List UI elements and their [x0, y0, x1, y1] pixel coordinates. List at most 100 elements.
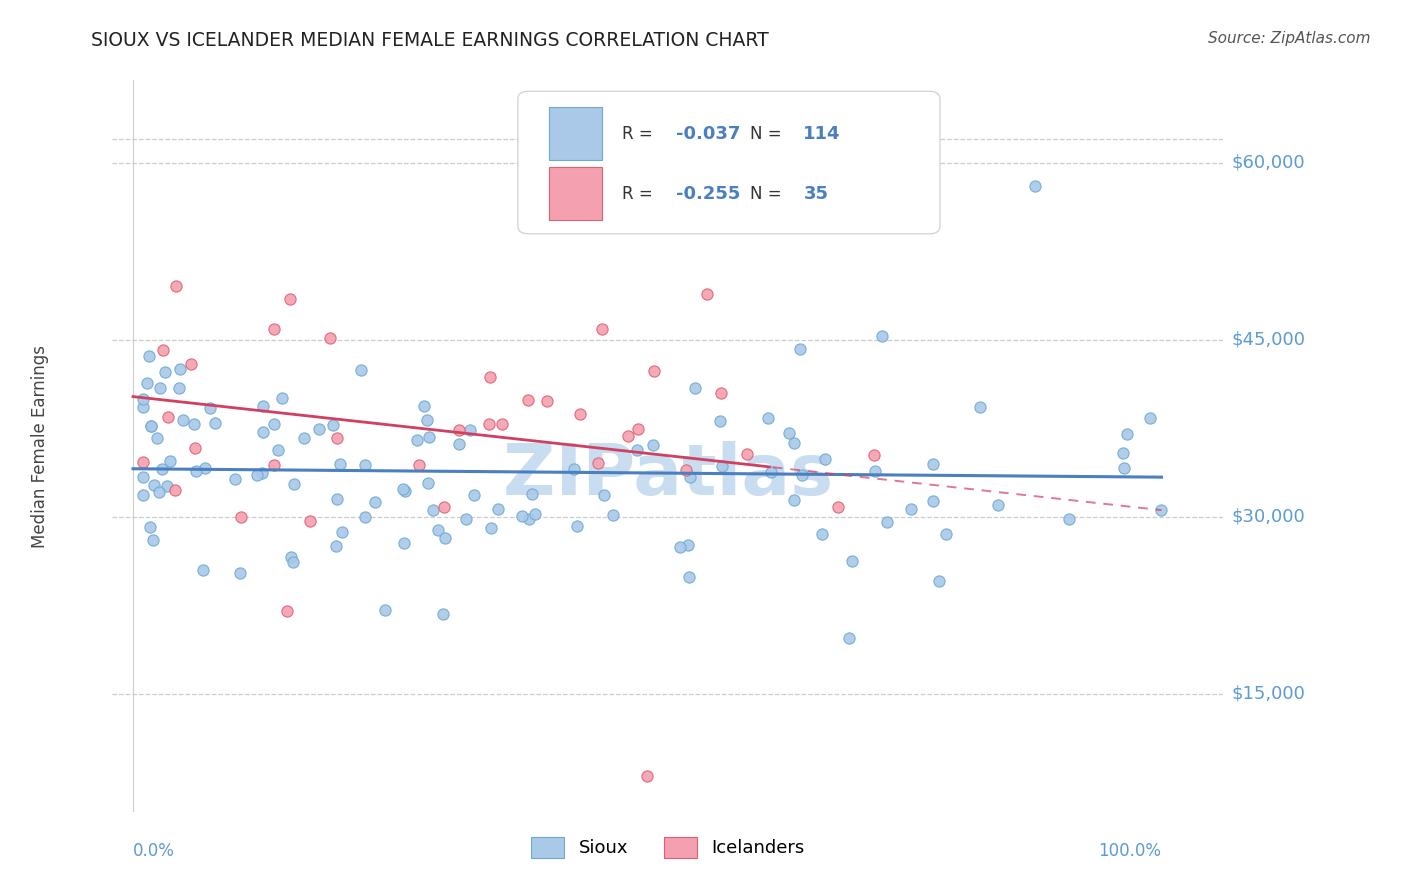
Point: [138, 349, 160, 363]
Point: [568, 407, 591, 421]
Point: [969, 401, 991, 415]
Point: [426, 523, 449, 537]
Point: [756, 410, 779, 425]
Text: 35: 35: [803, 185, 828, 202]
Point: [350, 363, 373, 377]
Point: [391, 482, 413, 496]
Point: [416, 476, 439, 491]
Point: [683, 381, 706, 395]
Point: [252, 425, 274, 440]
Point: [478, 417, 501, 432]
Point: [138, 520, 160, 534]
Point: [325, 539, 347, 553]
Point: [586, 456, 609, 470]
Point: [433, 531, 456, 545]
Point: [463, 488, 485, 502]
Point: [132, 392, 155, 406]
Point: [454, 512, 477, 526]
Point: [159, 454, 181, 468]
Point: [1116, 427, 1139, 442]
Point: [921, 494, 943, 508]
Point: [229, 510, 252, 524]
Point: [157, 409, 180, 424]
Point: [626, 443, 648, 458]
Point: [519, 512, 541, 526]
Point: [524, 507, 547, 521]
Point: [790, 468, 813, 483]
Point: [602, 508, 624, 522]
Text: $15,000: $15,000: [1232, 685, 1305, 703]
Point: [935, 527, 957, 541]
Point: [252, 399, 274, 413]
Point: [1150, 503, 1173, 517]
Point: [921, 458, 943, 472]
Point: [811, 527, 834, 541]
Point: [636, 769, 658, 783]
Point: [204, 416, 226, 430]
Point: [132, 488, 155, 502]
Point: [263, 417, 285, 432]
Point: [900, 502, 922, 516]
Point: [141, 419, 163, 434]
Point: [354, 510, 377, 524]
Point: [146, 432, 169, 446]
Text: N =: N =: [749, 125, 787, 143]
Point: [863, 464, 886, 478]
Point: [567, 519, 589, 533]
FancyBboxPatch shape: [517, 91, 941, 234]
Point: [838, 631, 860, 645]
Point: [710, 459, 733, 474]
Point: [987, 498, 1010, 512]
Point: [491, 417, 513, 431]
Point: [675, 463, 697, 477]
Point: [862, 448, 884, 462]
Text: 0.0%: 0.0%: [134, 842, 174, 860]
Point: [394, 536, 416, 550]
Point: [627, 422, 650, 436]
Text: N =: N =: [749, 185, 787, 202]
Point: [183, 417, 205, 432]
Point: [1024, 179, 1046, 194]
FancyBboxPatch shape: [548, 107, 602, 160]
Point: [250, 466, 273, 480]
Point: [510, 508, 533, 523]
Point: [486, 502, 509, 516]
Point: [165, 279, 187, 293]
Point: [353, 458, 375, 472]
Point: [709, 414, 731, 428]
Point: [789, 343, 811, 357]
Text: -0.255: -0.255: [676, 185, 740, 202]
Point: [432, 607, 454, 621]
Point: [592, 487, 614, 501]
Point: [172, 413, 194, 427]
Point: [669, 541, 692, 555]
Point: [406, 434, 429, 448]
Point: [143, 478, 166, 492]
Point: [1139, 411, 1161, 425]
Point: [433, 500, 456, 514]
Text: -0.037: -0.037: [676, 125, 740, 143]
Text: $60,000: $60,000: [1232, 153, 1305, 172]
Point: [270, 392, 292, 406]
Point: [332, 525, 354, 540]
Point: [326, 491, 349, 506]
Point: [735, 447, 758, 461]
Point: [1059, 512, 1081, 526]
Point: [308, 422, 330, 436]
Point: [643, 364, 665, 378]
Text: R =: R =: [623, 125, 658, 143]
Text: $45,000: $45,000: [1232, 331, 1306, 349]
Point: [200, 401, 222, 415]
Point: [413, 399, 436, 413]
Point: [783, 436, 806, 450]
Point: [814, 451, 837, 466]
Point: [276, 604, 298, 618]
Point: [416, 413, 439, 427]
Point: [169, 362, 191, 376]
Text: $30,000: $30,000: [1232, 508, 1305, 525]
Point: [394, 483, 416, 498]
Point: [153, 365, 176, 379]
Point: [676, 538, 699, 552]
Point: [263, 458, 285, 472]
Point: [408, 458, 430, 473]
